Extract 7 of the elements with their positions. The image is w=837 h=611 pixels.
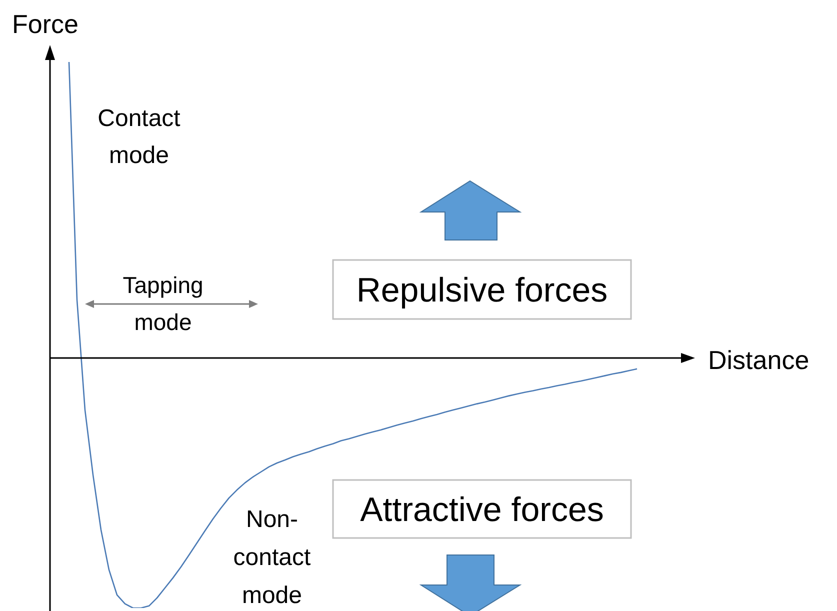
annotation: Repulsive forces	[356, 271, 608, 310]
annotation: Tapping mode	[122, 272, 204, 335]
x-axis-title: Distance	[708, 345, 810, 375]
annotation: Attractive forces	[360, 490, 604, 529]
annotation: Non-contact mode	[233, 506, 312, 609]
annotation: Contact mode	[98, 105, 181, 169]
y-axis-title: Force	[12, 9, 78, 39]
